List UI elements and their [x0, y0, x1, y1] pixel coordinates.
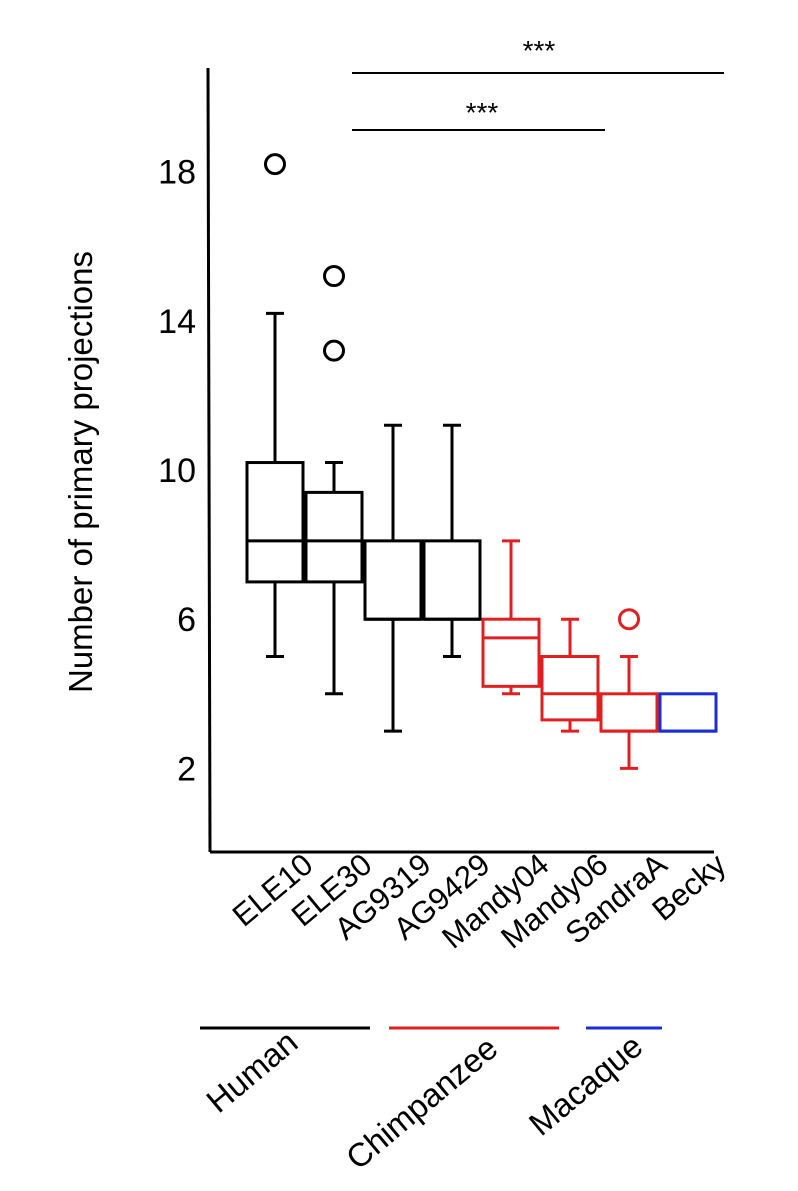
box-mandy06 [540, 617, 600, 733]
box-iqr [481, 617, 541, 688]
y-tick-label-2: 2 [177, 750, 196, 788]
box-ag9319 [363, 423, 423, 733]
group-label: Human [199, 1023, 304, 1120]
box-iqr [540, 655, 600, 722]
box-becky [658, 692, 718, 733]
significance-label: *** [523, 35, 556, 66]
outlier-point [323, 265, 345, 288]
significance-bracket-1: *** [352, 97, 605, 131]
box-sandraa [599, 608, 659, 770]
box-mandy04 [481, 539, 541, 696]
group-chimpanzee: Chimpanzee [339, 1026, 559, 1176]
outlier-point [264, 153, 286, 176]
group-legend: Human Chimpanzee Macaque [199, 1023, 662, 1176]
box-iqr [422, 539, 482, 621]
significance-bracket-2: *** [352, 35, 724, 74]
y-tick-label-6: 6 [177, 601, 196, 639]
significance-label: *** [466, 97, 499, 128]
box-iqr [658, 692, 718, 733]
y-tick-label-18: 18 [158, 154, 196, 192]
group-label: Macaque [522, 1027, 650, 1143]
y-tick-labels: 2 6 10 14 18 [158, 154, 196, 789]
category-labels: ELE10ELE30AG9319AG9429Mandy04Mandy06Sand… [226, 846, 733, 955]
group-human: Human [199, 1023, 370, 1120]
outlier-point [323, 339, 345, 362]
y-tick-label-10: 10 [158, 452, 196, 490]
group-macaque: Macaque [522, 1026, 662, 1143]
significance-brackets: *** *** [352, 35, 724, 131]
box-iqr [304, 490, 364, 584]
y-axis-title: Number of primary projections [62, 251, 99, 693]
boxes [245, 153, 718, 770]
group-label: Chimpanzee [339, 1029, 505, 1176]
outlier-point [618, 608, 640, 631]
box-ele30 [304, 265, 364, 696]
y-axis-line [206, 67, 212, 853]
box-iqr [599, 692, 659, 733]
box-ele10 [245, 153, 305, 658]
box-iqr [363, 539, 423, 621]
box-ag9429 [422, 423, 482, 658]
axes [206, 67, 714, 854]
box-iqr [245, 461, 305, 584]
y-tick-label-14: 14 [158, 303, 196, 341]
